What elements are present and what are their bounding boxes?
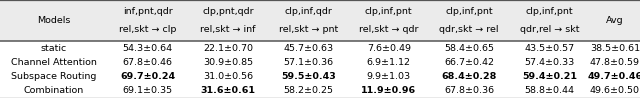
Text: Subspace Routing: Subspace Routing — [11, 72, 97, 81]
Text: 49.6±0.50: 49.6±0.50 — [590, 86, 640, 95]
Text: clp,pnt,qdr: clp,pnt,qdr — [202, 7, 254, 16]
Text: 7.6±0.49: 7.6±0.49 — [367, 44, 411, 53]
Text: clp,inf,pnt: clp,inf,pnt — [445, 7, 493, 16]
Text: 9.9±1.03: 9.9±1.03 — [367, 72, 411, 81]
Text: 68.4±0.28: 68.4±0.28 — [442, 72, 497, 81]
Text: clp,inf,pnt: clp,inf,pnt — [365, 7, 413, 16]
Text: rel,skt → clp: rel,skt → clp — [119, 25, 177, 34]
Text: 43.5±0.57: 43.5±0.57 — [524, 44, 575, 53]
Text: 67.8±0.46: 67.8±0.46 — [123, 58, 173, 67]
Text: 67.8±0.36: 67.8±0.36 — [444, 86, 494, 95]
Text: 58.4±0.65: 58.4±0.65 — [444, 44, 494, 53]
Text: 11.9±0.96: 11.9±0.96 — [361, 86, 417, 95]
Text: Models: Models — [37, 16, 70, 25]
Text: 38.5±0.61: 38.5±0.61 — [589, 44, 640, 53]
Text: qdr,rel → skt: qdr,rel → skt — [520, 25, 579, 34]
Text: 57.4±0.33: 57.4±0.33 — [524, 58, 575, 67]
Text: 59.4±0.21: 59.4±0.21 — [522, 72, 577, 81]
Text: Avg: Avg — [606, 16, 623, 25]
Text: 45.7±0.63: 45.7±0.63 — [284, 44, 333, 53]
Text: 6.9±1.12: 6.9±1.12 — [367, 58, 411, 67]
Text: 57.1±0.36: 57.1±0.36 — [284, 58, 333, 67]
Text: 49.7±0.46: 49.7±0.46 — [588, 72, 640, 81]
Text: clp,inf,qdr: clp,inf,qdr — [285, 7, 332, 16]
Text: 22.1±0.70: 22.1±0.70 — [203, 44, 253, 53]
Text: inf,pnt,qdr: inf,pnt,qdr — [123, 7, 173, 16]
Text: 58.2±0.25: 58.2±0.25 — [284, 86, 333, 95]
Text: clp,inf,pnt: clp,inf,pnt — [525, 7, 573, 16]
Text: static: static — [41, 44, 67, 53]
Text: Channel Attention: Channel Attention — [11, 58, 97, 67]
Text: 31.6±0.61: 31.6±0.61 — [200, 86, 255, 95]
Text: 69.1±0.35: 69.1±0.35 — [123, 86, 173, 95]
Text: 69.7±0.24: 69.7±0.24 — [120, 72, 175, 81]
Text: rel,skt → pnt: rel,skt → pnt — [279, 25, 338, 34]
Text: 54.3±0.64: 54.3±0.64 — [123, 44, 173, 53]
Text: Combination: Combination — [24, 86, 84, 95]
Text: qdr,skt → rel: qdr,skt → rel — [439, 25, 499, 34]
Text: 30.9±0.85: 30.9±0.85 — [203, 58, 253, 67]
Text: rel,skt → inf: rel,skt → inf — [200, 25, 256, 34]
Text: 58.8±0.44: 58.8±0.44 — [524, 86, 575, 95]
Text: 47.8±0.59: 47.8±0.59 — [590, 58, 640, 67]
Text: 59.5±0.43: 59.5±0.43 — [281, 72, 336, 81]
Text: rel,skt → qdr: rel,skt → qdr — [359, 25, 419, 34]
Text: 31.0±0.56: 31.0±0.56 — [203, 72, 253, 81]
Bar — [0, 0, 640, 41]
Text: 66.7±0.42: 66.7±0.42 — [444, 58, 494, 67]
